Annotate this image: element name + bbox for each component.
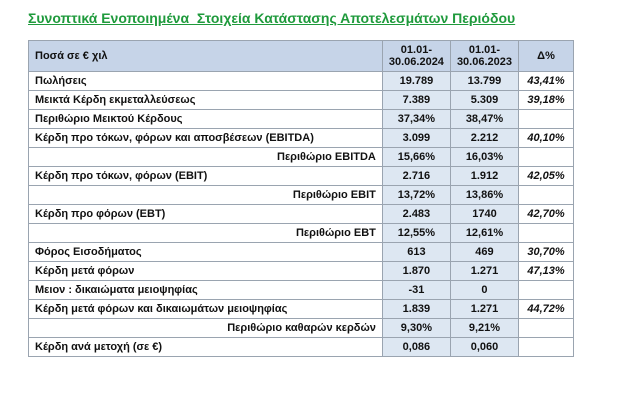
cell: 0,086 [381,337,451,357]
row-label: Περιθώριο Μεικτού Κέρδους [28,109,383,129]
cell: 37,34% [381,109,451,129]
row-label: Περιθώριο EBITDA [28,147,383,167]
cell: 1.271 [449,261,520,281]
title: Συνοπτικά Ενοποιημένα Στοιχεία Κατάσταση… [28,10,516,26]
cell: 44,72% [518,299,574,319]
row-label: Κέρδη μετά φόρων [28,261,383,281]
row-label: Φόρος Εισοδήματος [28,242,383,262]
table-row: Μεικτά Κέρδη εκμεταλλεύσεως 7.389 5.309 39,… [28,90,574,110]
table-row: Κέρδη προ τόκων, φόρων και αποσβέσεων (E… [28,128,574,148]
cell: 1.839 [381,299,451,319]
cell: 19.789 [381,71,451,91]
cell: 1.271 [449,299,520,319]
cell: 1.870 [381,261,451,281]
row-label: Πωλήσεις [28,71,383,91]
cell: 13,86% [449,185,520,205]
table-row: Κέρδη μετά φόρων και δικαιωμάτων μειοψηφ… [28,299,574,319]
cell: 2.716 [381,166,451,186]
column-header: Ποσά σε € χιλ [28,40,383,72]
row-label: Κέρδη προ τόκων, φόρων (EBIT) [28,166,383,186]
column-header: Δ% [518,40,574,72]
table-row: Κέρδη προ τόκων, φόρων (EBIT) 2.716 1.912 4… [28,166,574,186]
cell: 2.483 [381,204,451,224]
table-row: Πωλήσεις 19.789 13.799 43,41% [28,71,574,91]
table-row: Περιθώριο EBIT 13,72% 13,86% [28,185,574,205]
table-row: Κέρδη προ φόρων (EBT) 2.483 1740 42,70% [28,204,574,224]
row-label: Κέρδη μετά φόρων και δικαιωμάτων μειοψηφ… [28,299,383,319]
row-label: Περιθώριο καθαρών κερδών [28,318,383,338]
cell: 2.212 [449,128,520,148]
cell: 1.912 [449,166,520,186]
table-row: Κέρδη μετά φόρων 1.870 1.271 47,13% [28,261,574,281]
cell: 39,18% [518,90,574,110]
row-label: Περιθώριο EBT [28,223,383,243]
cell: 0,060 [449,337,520,357]
cell: 3.099 [381,128,451,148]
cell: 30,70% [518,242,574,262]
cell: -31 [381,280,451,300]
table-row: Περιθώριο EBITDA 15,66% 16,03% [28,147,574,167]
cell [518,337,574,357]
row-label: Κέρδη προ φόρων (EBT) [28,204,383,224]
table-row: Μειον : δικαιώματα μειοψηφίας -31 0 [28,280,574,300]
table-row: Περιθώριο καθαρών κερδών 9,30% 9,21% [28,318,574,338]
cell: 12,55% [381,223,451,243]
cell: 13,72% [381,185,451,205]
cell: 5.309 [449,90,520,110]
cell: 469 [449,242,520,262]
cell: 613 [381,242,451,262]
results-table: Ποσά σε € χιλ 01.01- 30.06.2024 01.01- 30.… [28,40,574,357]
cell [518,109,574,129]
cell: 1740 [449,204,520,224]
table-row: Κέρδη ανά μετοχή (σε €) 0,086 0,060 [28,337,574,357]
cell: 12,61% [449,223,520,243]
cell: 16,03% [449,147,520,167]
cell [518,280,574,300]
cell: 38,47% [449,109,520,129]
cell [518,318,574,338]
table-row: Φόρος Εισοδήματος 613 469 30,70% [28,242,574,262]
cell [518,185,574,205]
cell: 40,10% [518,128,574,148]
cell: 15,66% [381,147,451,167]
row-label: Περιθώριο EBIT [28,185,383,205]
row-label: Μεικτά Κέρδη εκμεταλλεύσεως [28,90,383,110]
header-row: Ποσά σε € χιλ 01.01- 30.06.2024 01.01- 30.… [28,40,574,72]
table-row: Περιθώριο Μεικτού Κέρδους 37,34% 38,47% [28,109,574,129]
row-label: Κέρδη ανά μετοχή (σε €) [28,337,383,357]
column-header: 01.01- 30.06.2024 [381,40,451,72]
cell: 43,41% [518,71,574,91]
column-header: 01.01- 30.06.2023 [449,40,520,72]
table-body: Πωλήσεις 19.789 13.799 43,41% Μεικτά Κέρδη ε… [28,71,574,357]
cell: 42,70% [518,204,574,224]
cell: 13.799 [449,71,520,91]
table-row: Περιθώριο EBT 12,55% 12,61% [28,223,574,243]
cell: 7.389 [381,90,451,110]
cell: 9,30% [381,318,451,338]
cell [518,223,574,243]
cell: 9,21% [449,318,520,338]
cell: 47,13% [518,261,574,281]
cell [518,147,574,167]
cell: 42,05% [518,166,574,186]
row-label: Κέρδη προ τόκων, φόρων και αποσβέσεων (E… [28,128,383,148]
row-label: Μειον : δικαιώματα μειοψηφίας [28,280,383,300]
cell: 0 [449,280,520,300]
